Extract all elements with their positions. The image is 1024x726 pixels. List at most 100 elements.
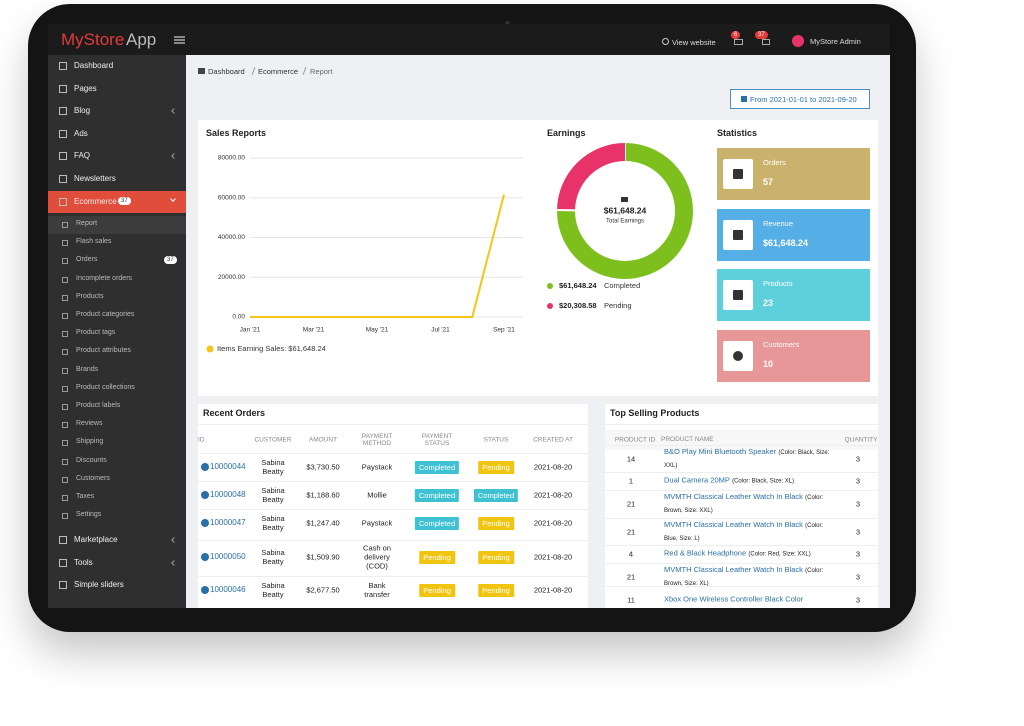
product-attrs: (Color: Black, Size: XL) — [732, 478, 795, 485]
order-id[interactable]: 10000046 — [210, 585, 246, 594]
card-label: Customers — [763, 340, 800, 350]
icon — [59, 84, 67, 93]
breadcrumb-item[interactable]: Ecommerce — [258, 67, 299, 76]
submenu-item[interactable]: Product tags — [76, 329, 116, 337]
cell: 21 — [626, 527, 636, 537]
column-header: STATUS — [483, 436, 509, 444]
cell: Cash on delivery (COD) — [363, 543, 391, 571]
product-link[interactable]: B&O Play Mini Bluetooth Speaker — [664, 447, 777, 456]
camera — [505, 21, 510, 26]
badge: 37 — [118, 196, 131, 205]
status-badge: Pending — [478, 517, 514, 530]
order-id[interactable]: 10000044 — [210, 462, 246, 471]
menu-item[interactable]: Dashboard — [74, 61, 114, 70]
active-sub — [48, 216, 186, 234]
menu-item[interactable]: Newsletters — [74, 174, 116, 183]
column-header: CUSTOMER — [254, 436, 292, 444]
menu-toggle[interactable] — [174, 42, 185, 44]
stat-card[interactable]: Customers 10 — [717, 330, 870, 383]
legend-label: Pending — [604, 301, 632, 310]
order-id[interactable]: 10000047 — [210, 518, 246, 527]
card-label: Orders — [763, 158, 786, 167]
card-label: Products — [763, 279, 793, 289]
submenu-item[interactable]: Customers — [76, 474, 110, 482]
icon — [62, 458, 68, 465]
product-cell: B&O Play Mini Bluetooth Speaker (Color: … — [664, 446, 834, 472]
submenu-item[interactable]: Product categories — [76, 311, 135, 318]
icon — [59, 129, 67, 138]
date-text[interactable]: From 2021-01-01 to 2021-09-20 — [750, 95, 857, 104]
cell: 2021-08-20 — [533, 462, 573, 472]
logo[interactable]: MyStore — [61, 30, 125, 49]
submenu-item[interactable]: Product collections — [76, 383, 135, 391]
order-id[interactable]: 10000048 — [210, 490, 246, 499]
menu-toggle[interactable] — [174, 39, 185, 41]
status-badge: Pending — [478, 551, 514, 564]
menu-item[interactable]: Simple sliders — [74, 580, 124, 590]
submenu-item[interactable]: Product attributes — [76, 347, 131, 355]
submenu-item[interactable]: Reviews — [76, 420, 103, 428]
submenu-item[interactable]: Brands — [76, 365, 99, 373]
cell: 2021-08-20 — [533, 585, 573, 595]
icon — [62, 313, 68, 319]
cell: Sabina Beatty — [261, 514, 285, 532]
menu-toggle[interactable] — [174, 36, 185, 38]
submenu-item[interactable]: Report — [76, 220, 98, 227]
submenu-item[interactable]: Product labels — [76, 402, 121, 409]
view-icon[interactable] — [201, 553, 209, 561]
submenu-item[interactable]: Flash sales — [76, 238, 112, 246]
product-link[interactable]: Xbox One Wireless Controller Black Color — [664, 594, 804, 604]
menu-item[interactable]: Blog — [74, 106, 91, 116]
order-id[interactable]: 10000050 — [210, 552, 246, 561]
card-icon-glyph — [733, 169, 743, 179]
stat-card[interactable]: Revenue $61,648.24 — [717, 208, 870, 261]
submenu-item[interactable]: Discounts — [76, 456, 107, 464]
card-value: 23 — [763, 298, 774, 309]
total-value: $61,648.24 — [604, 205, 647, 215]
icon — [59, 197, 67, 206]
view-website[interactable]: View website — [672, 38, 716, 47]
product-attrs: (Color: Brown, Size: XXL) — [664, 495, 824, 514]
menu-item[interactable]: FAQ — [74, 151, 91, 161]
calendar-icon — [741, 96, 747, 102]
column-header: ID — [198, 436, 205, 444]
submenu-item[interactable]: Taxes — [76, 493, 95, 500]
breadcrumb-item[interactable]: Dashboard — [208, 67, 245, 76]
view-icon[interactable] — [201, 491, 209, 499]
product-link[interactable]: Dual Camera 20MP — [664, 475, 730, 485]
product-link[interactable]: MVMTH Classical Leather Watch In Black — [664, 492, 803, 501]
product-link[interactable]: Red & Black Headphone — [664, 548, 747, 558]
menu-item[interactable]: Tools — [74, 557, 93, 567]
submenu-item[interactable]: Shipping — [76, 438, 104, 446]
product-link[interactable]: MVMTH Classical Leather Watch In Black — [664, 565, 803, 574]
user-name[interactable]: MyStore Admin — [810, 37, 861, 46]
avatar[interactable] — [792, 35, 804, 47]
mail-icon[interactable] — [734, 39, 743, 45]
submenu-item[interactable]: Products — [76, 292, 104, 300]
stat-card[interactable]: Orders 57 — [717, 148, 870, 200]
cell: Paystack — [361, 518, 393, 528]
menu-item[interactable]: Pages — [74, 83, 97, 93]
menu-item[interactable]: Ads — [74, 128, 88, 138]
cell: 3 — [855, 527, 861, 537]
view-icon[interactable] — [201, 519, 209, 527]
submenu-item[interactable]: Settings — [76, 511, 102, 519]
stat-card[interactable]: Products 23 — [717, 269, 870, 322]
screen: MyStore App View website 6 37 MyStore Admin Da… — [48, 24, 890, 608]
menu-item[interactable]: Marketplace — [74, 535, 118, 544]
view-icon[interactable] — [201, 586, 209, 594]
cell: $1,509.90 — [306, 552, 340, 562]
cell: $3,730.50 — [306, 462, 340, 472]
status-badge: Pending — [478, 584, 514, 597]
cart-icon[interactable] — [762, 39, 770, 45]
product-link[interactable]: MVMTH Classical Leather Watch In Black — [664, 520, 803, 529]
legend-label: Completed — [604, 281, 640, 290]
submenu-item[interactable]: Incomplete orders — [76, 274, 133, 282]
menu-item[interactable]: Ecommerce — [74, 196, 117, 206]
logo-suffix[interactable]: App — [126, 30, 157, 49]
cell: 3 — [855, 454, 861, 464]
submenu-item[interactable]: Orders — [76, 256, 98, 264]
view-icon[interactable] — [201, 463, 209, 471]
date-range[interactable]: From 2021-01-01 to 2021-09-20 — [730, 89, 870, 109]
